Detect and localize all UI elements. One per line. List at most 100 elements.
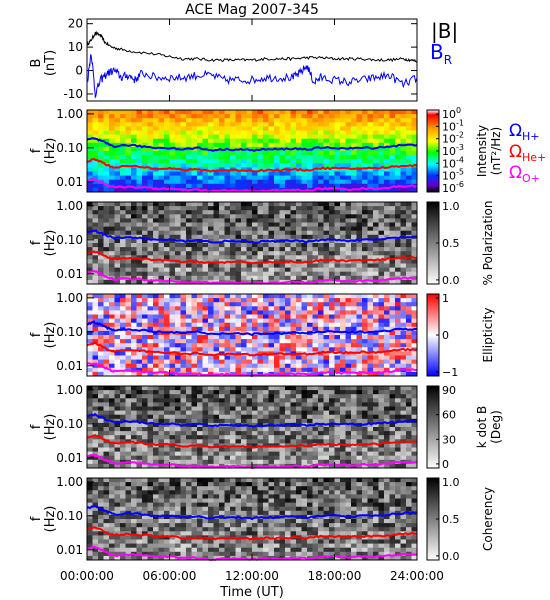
field-ytick-label: 10 [68, 40, 83, 54]
ellipticity-cbtick-label: −1 [442, 366, 458, 379]
intensity-cblabel-units: (nT²/Hz) [489, 127, 503, 175]
intensity-gyro-he [86, 157, 418, 173]
intensity-ytick-label: 0.01 [56, 175, 83, 189]
intensity-cbtick-main: 10 [442, 120, 456, 133]
kdotb-cblabel: k dot B [475, 406, 489, 448]
intensity-cbtick-label: 10-5 [442, 168, 464, 183]
ellipticity-cbtick-main: 1 [442, 292, 449, 305]
ellipticity-ylabel-f: f [29, 332, 44, 337]
kdotb-ylabel-units: (Hz) [43, 414, 58, 441]
intensity-pixels [87, 110, 418, 193]
polarization-ylabel-f: f [29, 240, 44, 245]
legend-he-symbol: Ω [509, 142, 522, 162]
polarization-cbtick-main: 0.5 [442, 237, 460, 250]
intensity-gyro-lines [86, 137, 418, 193]
series-abs-b-line [86, 30, 418, 63]
time-tick-label: 24:00:00 [390, 569, 444, 583]
legend-br-sub: R [444, 53, 452, 67]
intensity-cbtick-label: 10-3 [442, 143, 464, 158]
kdotb-cbtick-label: 0 [442, 458, 449, 471]
polarization-ytick-label: 1.00 [56, 199, 83, 213]
coherency-ytick-label: 0.01 [56, 543, 83, 557]
kdotb-ylabel-f: f [29, 424, 44, 429]
field-y-ticks: 20 10 0 -10 [63, 17, 417, 101]
polarization-cbtick-label: 1.0 [442, 200, 460, 213]
field-x-ticks [86, 19, 418, 101]
field-series [86, 30, 418, 99]
intensity-ytick-label: 0.10 [56, 141, 83, 155]
coherency-ylabel-units: (Hz) [43, 506, 58, 533]
polarization-cbtick-label: 0.0 [442, 274, 460, 287]
kdotb-gyro-h [86, 412, 418, 428]
ellipticity-ytick-label: 0.10 [56, 325, 83, 339]
kdotb-cbtick-main: 60 [442, 409, 456, 422]
polarization-ytick-label: 0.10 [56, 233, 83, 247]
svg-text:BR: BR [430, 40, 452, 67]
ellipticity-cbtick-main: 0 [442, 329, 449, 342]
coherency-gyro-h [86, 505, 418, 521]
polarization-cblabel: % Polarization [481, 201, 495, 286]
coherency-cbtick-label: 0.5 [442, 513, 460, 526]
chart-title: ACE Mag 2007-345 [185, 2, 319, 18]
ellipticity-gyro-lines [86, 320, 418, 378]
polarization-pixels [87, 202, 418, 285]
polarization-gyro-o [86, 269, 418, 285]
intensity-ytick-label: 1.00 [56, 107, 83, 121]
time-tick-labels: 00:00:00 06:00:00 12:00:00 18:00:00 24:00:00 [60, 569, 444, 583]
ellipticity-ytick-label: 0.01 [56, 359, 83, 373]
intensity-cbtick-exp: 0 [456, 106, 461, 115]
intensity-cbtick-exp: -4 [456, 155, 464, 164]
x-axis-label: Time (UT) [219, 585, 284, 600]
intensity-cbtick-exp: -5 [456, 168, 464, 177]
kdotb-ytick-label: 1.00 [56, 383, 83, 397]
ellipticity-cbtick-label: 1 [442, 292, 449, 305]
polarization-gyro-h [86, 229, 418, 244]
coherency-gyro-lines [86, 505, 418, 562]
intensity-gyro-h [86, 137, 418, 152]
field-ytick-label: -10 [63, 87, 83, 101]
ellipticity-ylabel-units: (Hz) [43, 322, 58, 349]
kdotb-cblabel-units: (Deg) [489, 410, 503, 444]
polarization-cbtick-label: 0.5 [442, 237, 460, 250]
time-tick-label: 12:00:00 [225, 569, 279, 583]
coherency-cbtick-main: 0.5 [442, 513, 460, 526]
kdotb-pixels [87, 386, 418, 469]
intensity-cbtick-exp: -2 [456, 131, 464, 140]
field-ylabel-units: (nT) [43, 50, 58, 76]
polarization-cbtick-main: 1.0 [442, 200, 460, 213]
polarization-ytick-label: 0.01 [56, 267, 83, 281]
ellipticity-ytick-label: 1.00 [56, 291, 83, 305]
panel-coherency: 1.00 0.10 0.01 f (Hz) 1.0 0.5 0.0 Coherency [29, 475, 495, 563]
polarization-gyro-lines [86, 229, 418, 285]
legend-br: BR [430, 40, 452, 67]
polarization-gyro-he [86, 250, 418, 265]
time-tick-label: 18:00:00 [308, 569, 362, 583]
intensity-ylabel-units: (Hz) [43, 138, 58, 165]
intensity-cbtick-exp: -3 [456, 143, 464, 152]
intensity-cbtick-main: 10 [442, 133, 456, 146]
coherency-cbtick-label: 0.0 [442, 550, 460, 563]
kdotb-cbtick-main: 0 [442, 458, 449, 471]
ellipticity-cbtick-label: 0 [442, 329, 449, 342]
kdotb-gyro-he [86, 433, 418, 449]
kdotb-colorbar [426, 385, 440, 469]
coherency-ytick-label: 0.10 [56, 509, 83, 523]
intensity-cblabel: Intensity [475, 125, 489, 177]
intensity-cbtick-label: 10-4 [442, 155, 464, 170]
spectrogram-panels: 1.000.100.01f (Hz)10010-110-210-310-410-5… [29, 106, 503, 563]
intensity-cbtick-label: 10-6 [442, 180, 464, 195]
kdotb-cbtick-label: 90 [442, 384, 456, 397]
coherency-pixels [87, 478, 418, 561]
time-tick-label: 00:00:00 [60, 569, 114, 583]
intensity-cbtick-label: 100 [442, 106, 461, 121]
panel-intensity: 1.000.100.01f (Hz)10010-110-210-310-410-5… [29, 106, 503, 195]
kdotb-cbtick-main: 90 [442, 384, 456, 397]
coherency-cbtick-main: 0.0 [442, 550, 460, 563]
ellipticity-cbtick-main: −1 [442, 366, 458, 379]
kdotb-cbtick-label: 60 [442, 409, 456, 422]
legend-br-main: B [430, 40, 444, 64]
coherency-cbtick-main: 1.0 [442, 476, 460, 489]
panel-polarization: 1.00 0.10 0.01 f (Hz) 1.0 0.5 0.0 % Polarization [29, 199, 495, 287]
ellipticity-cblabel: Ellipticity [481, 308, 495, 363]
